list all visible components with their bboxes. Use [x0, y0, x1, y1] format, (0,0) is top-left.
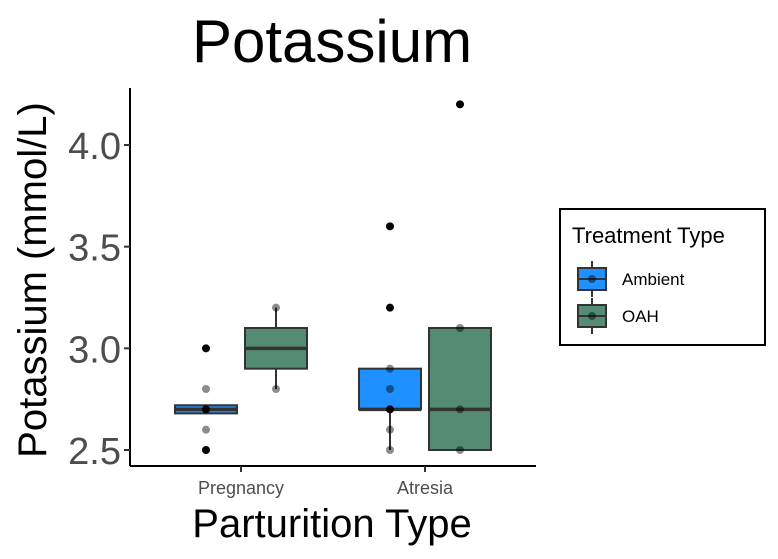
data-point	[386, 222, 394, 231]
data-point	[202, 405, 210, 414]
legend: Treatment Type Ambient OAH	[559, 208, 766, 346]
data-point	[386, 446, 394, 454]
data-point	[456, 324, 464, 332]
legend-entry-label: OAH	[622, 307, 659, 326]
data-point	[272, 385, 280, 393]
data-point	[386, 385, 394, 393]
data-point	[456, 100, 464, 109]
data-point	[272, 303, 280, 312]
chart-title: Potassium	[192, 8, 472, 75]
legend-key-point	[588, 312, 596, 320]
legend-entry-label: Ambient	[622, 270, 685, 289]
data-point	[456, 446, 464, 454]
data-point	[202, 425, 210, 434]
data-point	[202, 385, 210, 393]
y-tick-label: 3.0	[68, 329, 121, 371]
data-point	[202, 344, 210, 353]
box-body	[428, 327, 492, 451]
data-point	[456, 405, 464, 414]
data-point	[386, 405, 394, 414]
data-point	[386, 425, 394, 434]
plot-area: 2.5 3.0 3.5 4.0 Pregnancy Atresia	[68, 88, 536, 498]
x-tick-label: Atresia	[397, 478, 454, 498]
y-axis-label: Potassium (mmol/L)	[11, 102, 55, 458]
legend-key-point	[588, 275, 596, 283]
y-tick-label: 2.5	[68, 431, 121, 473]
legend-keys: Ambient OAH	[577, 261, 685, 334]
data-point	[386, 303, 394, 312]
data-point	[202, 405, 210, 414]
data-point	[386, 364, 394, 373]
x-tick-label: Pregnancy	[198, 478, 284, 498]
data-point	[202, 446, 210, 454]
y-tick-label: 3.5	[68, 228, 121, 270]
box-body	[358, 367, 422, 411]
y-tick-label: 4.0	[68, 126, 121, 168]
x-axis-label: Parturition Type	[192, 502, 471, 546]
legend-title: Treatment Type	[572, 223, 725, 248]
